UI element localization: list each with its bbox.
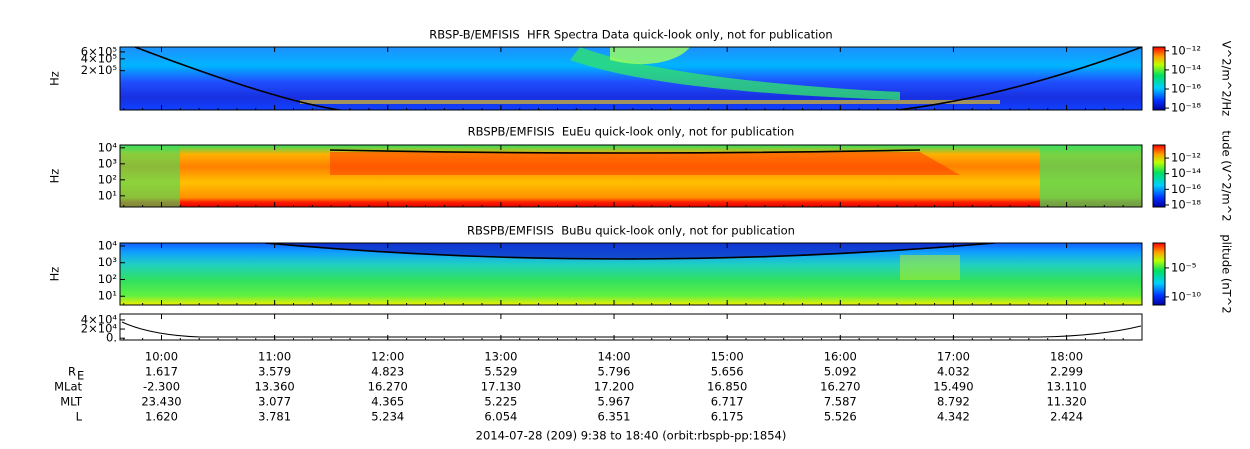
x-tick-label: 17:00	[937, 350, 970, 364]
y-tick-label: 0.	[106, 331, 117, 345]
ephemeris-value: 5.967	[598, 395, 631, 409]
ephemeris-value: 6.054	[484, 410, 517, 424]
panel-title: RBSP-B/EMFISIS HFR Spectra Data quick-lo…	[429, 28, 832, 42]
ephemeris-value: 16.270	[820, 380, 860, 394]
ephemeris-value: 5.225	[484, 395, 517, 409]
x-tick-label: 14:00	[597, 350, 630, 364]
orbit-curve	[121, 321, 1142, 338]
colorbar	[1152, 144, 1166, 208]
ephemeris-value: 1.617	[145, 365, 178, 379]
y-tick-label: 2×10⁴	[81, 322, 118, 336]
ephemeris-value: 3.781	[258, 410, 291, 424]
y-tick-label: 10³	[98, 255, 118, 269]
y-tick-label: 6×10⁵	[81, 44, 118, 58]
colorbar-tick-label: 10⁻¹⁴	[1171, 62, 1201, 76]
ephemeris-value: 13.110	[1046, 380, 1086, 394]
ephemeris-value: 5.092	[824, 365, 857, 379]
colorbar-label: V^2/m^2/Hz	[1220, 41, 1234, 116]
y-tick-label: 10²	[98, 272, 117, 286]
colorbar-tick-label: 10⁻¹⁰	[1171, 289, 1201, 303]
colorbar	[1152, 242, 1166, 306]
y-tick-label: 2×10⁵	[81, 63, 118, 77]
x-tick-label: 18:00	[1050, 350, 1083, 364]
ephemeris-label: MLat	[54, 380, 82, 394]
colorbar-label: tude (V^2/m^2	[1220, 130, 1234, 221]
panel-frame	[119, 144, 1143, 208]
ephemeris-value: 3.077	[258, 395, 291, 409]
footer: 2014-07-28 (209) 9:38 to 18:40 (orbit:rb…	[476, 429, 787, 443]
x-tick-label: 11:00	[258, 350, 291, 364]
ephemeris-value: 1.620	[145, 410, 178, 424]
ephemeris-value: 16.270	[368, 380, 408, 394]
y-tick-label: 10⁴	[98, 238, 118, 252]
spectrogram-eueu	[120, 145, 1142, 207]
colorbar-tick-label: 10⁻¹⁶	[1171, 182, 1201, 196]
ephemeris-value: 7.587	[824, 395, 857, 409]
ephemeris-value: 2.424	[1050, 410, 1083, 424]
colorbar-tick-label: 10⁻¹⁸	[1171, 101, 1201, 115]
ephemeris-value: 6.351	[598, 410, 631, 424]
colorbar-tick-label: 10⁻¹²	[1171, 151, 1201, 165]
ephemeris-value: 5.656	[711, 365, 744, 379]
y-tick-label: 10¹	[98, 188, 117, 202]
ephemeris-value: 23.430	[141, 395, 181, 409]
ephemeris-value: 2.299	[1050, 365, 1083, 379]
ephemeris-value: 4.342	[937, 410, 970, 424]
colorbar-tick-label: 10⁻⁵	[1171, 260, 1197, 274]
ephemeris-value: 5.234	[371, 410, 404, 424]
ephemeris-label: L	[76, 410, 83, 424]
ephemeris-value: 3.579	[258, 365, 291, 379]
y-tick-label: 10⁴	[98, 140, 118, 154]
panel-title: RBSPB/EMFISIS BuBu quick-look only, not …	[467, 224, 795, 238]
spectrogram-hfr	[120, 47, 1142, 110]
panel-frame	[119, 242, 1143, 306]
ephemeris-label: MLT	[60, 395, 83, 409]
x-tick-label: 10:00	[145, 350, 178, 364]
y-tick-label: 10¹	[98, 289, 117, 303]
spectrogram-bubu	[120, 243, 1142, 305]
ephemeris-value: 16.850	[707, 380, 747, 394]
y-tick-label: 10³	[98, 156, 118, 170]
ephemeris-value: -2.300	[143, 380, 180, 394]
ephemeris-value: 6.175	[711, 410, 744, 424]
x-tick-label: 15:00	[711, 350, 744, 364]
y-tick-label: 10²	[98, 172, 117, 186]
colorbar-tick-label: 10⁻¹⁶	[1171, 81, 1201, 95]
y-axis-label: Hz	[48, 71, 62, 86]
ephemeris-value: 13.360	[254, 380, 294, 394]
ephemeris-value: 4.365	[371, 395, 404, 409]
panel-frame	[119, 46, 1143, 111]
x-tick-label: 13:00	[484, 350, 517, 364]
panel-frame	[119, 313, 1143, 341]
ephemeris-value: 5.526	[824, 410, 857, 424]
ephemeris-label-sub: E	[77, 369, 84, 383]
y-tick-label: 4×10⁵	[81, 51, 118, 65]
ephemeris-value: 11.320	[1046, 395, 1086, 409]
ephemeris-value: 4.823	[371, 365, 404, 379]
ephemeris-value: 6.717	[711, 395, 744, 409]
panel-title: RBSPB/EMFISIS EuEu quick-look only, not …	[468, 125, 795, 139]
colorbar-tick-label: 10⁻¹²	[1171, 43, 1201, 57]
x-tick-label: 12:00	[371, 350, 404, 364]
y-axis-label: Hz	[48, 267, 62, 282]
colorbar-label: plitude (nT^2	[1220, 234, 1234, 313]
y-tick-label: 4×10⁴	[81, 312, 118, 326]
ephemeris-value: 5.796	[598, 365, 631, 379]
ephemeris-value: 15.490	[933, 380, 973, 394]
colorbar-tick-label: 10⁻¹⁸	[1171, 197, 1201, 211]
y-axis-label: Hz	[48, 169, 62, 184]
x-tick-label: 16:00	[824, 350, 857, 364]
colorbar-tick-label: 10⁻¹⁴	[1171, 166, 1201, 180]
ephemeris-label: R	[68, 365, 76, 379]
ephemeris-value: 17.200	[594, 380, 634, 394]
ephemeris-value: 17.130	[481, 380, 521, 394]
colorbar	[1152, 46, 1166, 111]
ephemeris-value: 8.792	[937, 395, 970, 409]
ephemeris-value: 5.529	[484, 365, 517, 379]
ephemeris-value: 4.032	[937, 365, 970, 379]
